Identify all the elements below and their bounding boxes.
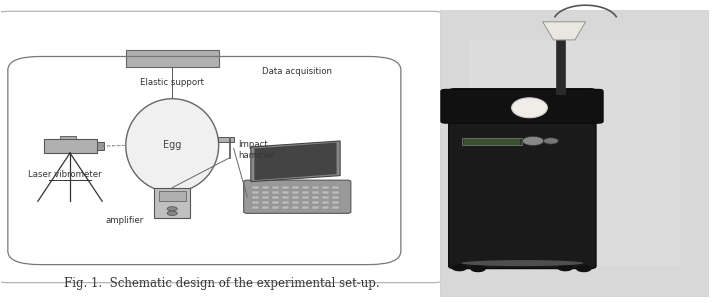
Circle shape	[471, 265, 485, 271]
Bar	[292, 185, 299, 189]
Text: Elastic support: Elastic support	[140, 78, 204, 87]
Bar	[469, 40, 679, 266]
Circle shape	[558, 265, 572, 271]
Bar	[252, 191, 259, 194]
Bar	[252, 201, 259, 204]
Text: Data acquisition: Data acquisition	[262, 67, 332, 76]
Bar	[292, 201, 299, 204]
Ellipse shape	[126, 99, 218, 192]
Circle shape	[523, 136, 543, 145]
Bar	[302, 191, 309, 194]
FancyBboxPatch shape	[0, 11, 444, 283]
FancyBboxPatch shape	[449, 89, 596, 268]
Bar	[322, 206, 329, 209]
Polygon shape	[254, 142, 337, 180]
FancyBboxPatch shape	[441, 89, 603, 123]
Bar	[262, 185, 269, 189]
Bar	[262, 196, 269, 199]
Text: Fig. 1.  Schematic design of the experimental set-up.: Fig. 1. Schematic design of the experime…	[64, 277, 380, 290]
Bar	[282, 191, 289, 194]
Circle shape	[576, 265, 591, 271]
Bar	[302, 196, 309, 199]
Bar	[322, 201, 329, 204]
Bar	[292, 206, 299, 209]
Bar	[272, 201, 279, 204]
Bar	[556, 40, 565, 94]
Bar	[272, 196, 279, 199]
Circle shape	[453, 265, 467, 271]
Bar	[312, 191, 319, 194]
Bar	[332, 206, 339, 209]
Bar	[322, 191, 329, 194]
Bar	[44, 139, 97, 153]
Bar	[272, 185, 279, 189]
Polygon shape	[251, 141, 340, 182]
Ellipse shape	[461, 260, 584, 266]
Bar	[282, 185, 289, 189]
Bar	[312, 185, 319, 189]
Bar	[312, 196, 319, 199]
Bar	[282, 206, 289, 209]
Bar	[332, 196, 339, 199]
Bar	[332, 201, 339, 204]
Bar	[262, 201, 269, 204]
Bar	[302, 206, 309, 209]
Bar	[302, 201, 309, 204]
Polygon shape	[543, 22, 586, 40]
Bar	[272, 191, 279, 194]
Text: amplifier: amplifier	[105, 216, 144, 225]
Bar	[332, 185, 339, 189]
Circle shape	[168, 207, 177, 211]
Circle shape	[543, 138, 558, 144]
Circle shape	[168, 211, 177, 215]
Bar	[252, 206, 259, 209]
Bar	[252, 185, 259, 189]
Bar	[312, 201, 319, 204]
Bar	[218, 137, 233, 142]
Bar	[440, 10, 708, 296]
Text: Impact
hammer: Impact hammer	[238, 140, 274, 160]
Bar	[282, 196, 289, 199]
Bar	[272, 206, 279, 209]
Bar	[159, 191, 185, 201]
Ellipse shape	[512, 98, 547, 118]
Bar	[155, 188, 190, 218]
Bar	[252, 196, 259, 199]
Bar	[262, 206, 269, 209]
Bar	[282, 201, 289, 204]
Bar	[302, 185, 309, 189]
Bar	[332, 191, 339, 194]
Bar	[322, 196, 329, 199]
Bar	[126, 51, 218, 67]
Text: Laser vibrometer: Laser vibrometer	[28, 170, 102, 178]
Bar	[262, 191, 269, 194]
Bar	[322, 185, 329, 189]
Bar	[59, 136, 76, 139]
Bar	[97, 142, 105, 150]
FancyBboxPatch shape	[243, 180, 351, 213]
Bar	[292, 191, 299, 194]
Text: Egg: Egg	[163, 141, 181, 151]
Bar	[312, 206, 319, 209]
Bar	[462, 138, 523, 145]
Bar	[292, 196, 299, 199]
Bar	[464, 139, 521, 145]
